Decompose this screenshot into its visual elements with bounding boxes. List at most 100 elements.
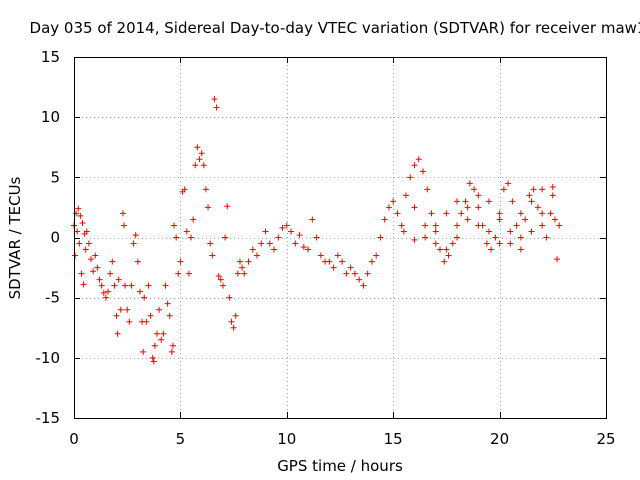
data-point bbox=[90, 268, 97, 275]
data-point bbox=[483, 240, 490, 247]
data-point bbox=[398, 222, 405, 229]
data-point bbox=[92, 252, 99, 259]
data-point bbox=[230, 324, 237, 331]
data-point bbox=[317, 252, 324, 259]
data-point bbox=[202, 186, 209, 193]
data-point bbox=[266, 240, 273, 247]
data-point bbox=[198, 150, 205, 157]
data-point bbox=[422, 222, 429, 229]
data-point bbox=[385, 204, 392, 211]
data-point bbox=[443, 246, 450, 253]
data-point bbox=[475, 204, 482, 211]
data-point bbox=[432, 228, 439, 235]
y-tick-labels: -15 -10 -5 0 5 10 15 bbox=[36, 48, 61, 427]
data-point bbox=[72, 252, 79, 259]
data-point bbox=[207, 240, 214, 247]
data-point bbox=[226, 294, 233, 301]
data-point bbox=[485, 198, 492, 205]
data-point bbox=[292, 240, 299, 247]
data-point bbox=[496, 216, 503, 223]
data-point bbox=[222, 234, 229, 241]
data-point bbox=[75, 205, 82, 212]
data-point bbox=[507, 240, 514, 247]
data-point bbox=[492, 234, 499, 241]
data-point bbox=[190, 216, 197, 223]
data-point bbox=[432, 240, 439, 247]
data-point bbox=[407, 174, 414, 181]
data-point bbox=[271, 246, 278, 253]
data-point bbox=[153, 330, 160, 337]
data-point bbox=[130, 240, 137, 247]
data-point bbox=[254, 252, 261, 259]
data-point bbox=[219, 282, 226, 289]
data-point bbox=[334, 252, 341, 259]
data-point bbox=[132, 232, 139, 239]
data-point bbox=[194, 144, 201, 151]
data-point bbox=[528, 228, 535, 235]
data-point bbox=[373, 252, 380, 259]
data-point bbox=[149, 354, 156, 361]
y-axis-label: SDTVAR / TECUs bbox=[6, 176, 24, 299]
data-point bbox=[288, 228, 295, 235]
y-tick-label: 0 bbox=[50, 229, 60, 247]
data-point bbox=[128, 282, 135, 289]
data-point bbox=[445, 252, 452, 259]
data-point bbox=[74, 228, 81, 235]
data-point bbox=[549, 183, 556, 190]
data-point bbox=[428, 210, 435, 217]
x-tick-label: 0 bbox=[69, 430, 79, 448]
data-point bbox=[119, 210, 126, 217]
data-point bbox=[232, 312, 239, 319]
data-point bbox=[80, 281, 87, 288]
data-point bbox=[400, 228, 407, 235]
data-point bbox=[464, 216, 471, 223]
data-point bbox=[411, 204, 418, 211]
data-point bbox=[192, 162, 199, 169]
data-point bbox=[411, 236, 418, 243]
data-point bbox=[402, 192, 409, 199]
data-point bbox=[530, 186, 537, 193]
data-point bbox=[309, 216, 316, 223]
data-point bbox=[360, 282, 367, 289]
data-point bbox=[326, 258, 333, 265]
data-point bbox=[166, 312, 173, 319]
data-point bbox=[279, 224, 286, 231]
data-point bbox=[107, 270, 114, 277]
y-tick-label: 5 bbox=[50, 168, 60, 186]
data-point bbox=[98, 282, 105, 289]
data-point bbox=[339, 258, 346, 265]
data-point bbox=[217, 276, 224, 283]
data-point bbox=[164, 300, 171, 307]
data-point bbox=[424, 186, 431, 193]
data-point bbox=[83, 228, 90, 235]
data-point bbox=[347, 264, 354, 271]
data-point bbox=[496, 240, 503, 247]
data-point bbox=[377, 234, 384, 241]
data-point bbox=[313, 234, 320, 241]
data-point bbox=[228, 318, 235, 325]
data-point bbox=[526, 192, 533, 199]
data-point bbox=[185, 270, 192, 277]
grid-lines bbox=[74, 57, 606, 418]
data-points bbox=[71, 96, 563, 365]
data-point bbox=[160, 330, 167, 337]
chart-title: Day 035 of 2014, Sidereal Day-to-day VTE… bbox=[30, 19, 640, 37]
data-point bbox=[505, 180, 512, 187]
data-point bbox=[411, 162, 418, 169]
data-point bbox=[534, 204, 541, 211]
data-point bbox=[100, 289, 107, 296]
data-point bbox=[507, 228, 514, 235]
data-point bbox=[419, 168, 426, 175]
data-point bbox=[528, 198, 535, 205]
data-point bbox=[364, 270, 371, 277]
data-point bbox=[94, 264, 101, 271]
data-point bbox=[517, 210, 524, 217]
data-point bbox=[241, 270, 248, 277]
data-point bbox=[475, 192, 482, 199]
data-point bbox=[258, 240, 265, 247]
data-point bbox=[236, 258, 243, 265]
data-point bbox=[175, 270, 182, 277]
data-point bbox=[300, 244, 307, 251]
data-point bbox=[443, 210, 450, 217]
data-point bbox=[488, 246, 495, 253]
